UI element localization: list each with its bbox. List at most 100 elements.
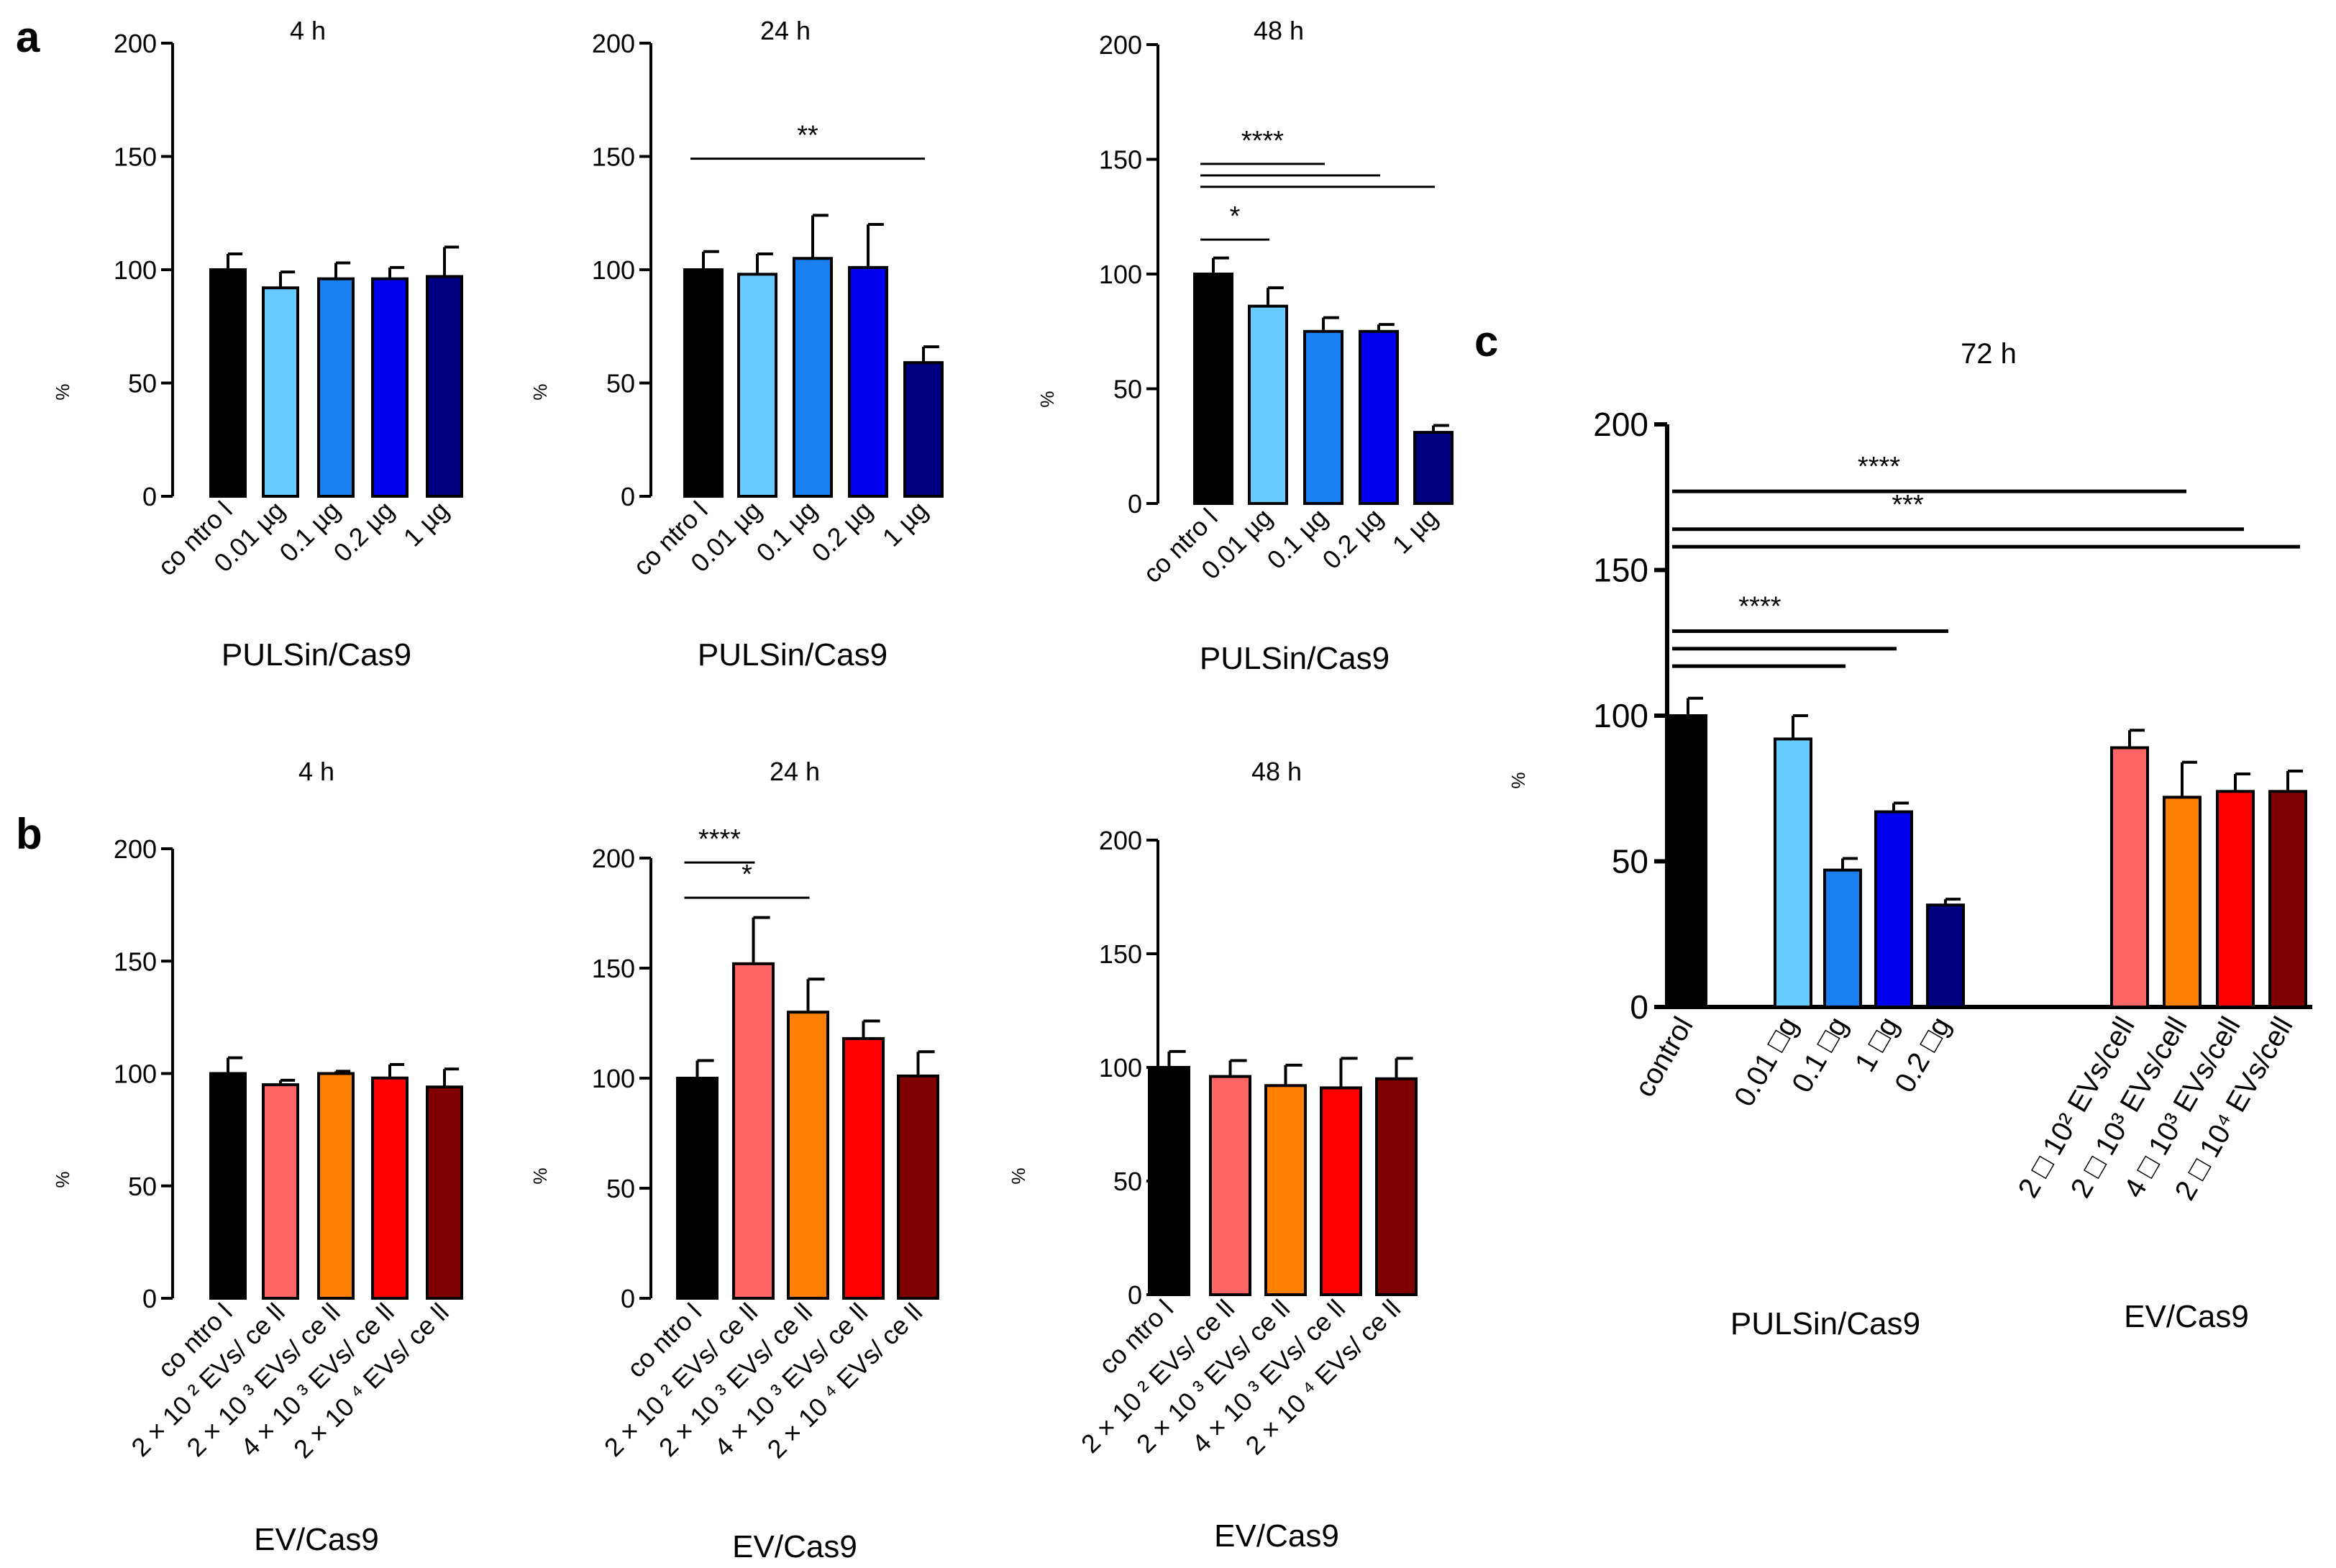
x-axis-title: PULSin/Cas9 [698, 637, 888, 673]
chart-title: 48 h [1251, 757, 1302, 786]
x-tick-label: 0.01 □g [1728, 1012, 1805, 1112]
significance-label: **** [698, 824, 741, 854]
y-tick-label: 0 [621, 482, 635, 511]
bar-3 [842, 1036, 885, 1300]
bar-0 [676, 1077, 718, 1300]
panel-label-a: a [16, 13, 40, 61]
y-axis-label: % [52, 383, 73, 400]
bar-4 [903, 361, 944, 498]
bar-4 [1375, 1077, 1418, 1297]
bar-0 [683, 268, 724, 498]
bar-6 [2163, 796, 2202, 1009]
x-tick-label: 1 µg [877, 496, 934, 552]
x-axis-title: EV/Cas9 [732, 1529, 857, 1564]
y-tick-label: 50 [128, 1172, 157, 1201]
y-tick-label: 150 [592, 954, 635, 983]
panel-label-c: c [1474, 317, 1498, 365]
y-tick-label: 100 [114, 1059, 157, 1089]
bar-0 [209, 268, 247, 498]
x-axis-title: PULSin/Cas9 [222, 637, 411, 673]
bar-1 [1774, 737, 1812, 1009]
bar-4 [1413, 431, 1454, 505]
y-tick-label: 100 [1593, 697, 1648, 734]
panel-label-b: b [16, 810, 42, 858]
bar-3 [1359, 329, 1399, 505]
y-axis-label: % [529, 1167, 551, 1184]
bar-2 [793, 257, 833, 498]
x-axis-title: EV/Cas9 [254, 1522, 379, 1557]
y-axis-label: % [1008, 1167, 1029, 1184]
y-tick-label: 200 [1099, 30, 1142, 60]
bar-3 [371, 277, 409, 498]
y-axis-label: % [52, 1171, 73, 1188]
x-tick-label: 0.1 µg [273, 496, 345, 568]
bar-4 [426, 1085, 463, 1300]
chart-title: 48 h [1254, 16, 1304, 45]
y-tick-label: 150 [114, 142, 157, 172]
bar-0 [209, 1072, 247, 1300]
significance-label: * [742, 860, 752, 890]
y-tick-label: 0 [142, 1284, 157, 1313]
bar-2 [1823, 868, 1862, 1009]
bar-3 [371, 1076, 409, 1300]
y-tick-label: 200 [592, 844, 635, 873]
chart-title: 4 h [298, 757, 334, 786]
bar-0 [1193, 273, 1233, 505]
bar-2 [787, 1011, 829, 1300]
y-tick-label: 150 [1099, 939, 1142, 969]
bar-3 [848, 265, 888, 498]
y-tick-label: 100 [114, 255, 157, 285]
x-tick-label: 0.2 µg [1316, 503, 1388, 575]
bar-0 [1669, 714, 1707, 1008]
bar-3 [1874, 810, 1913, 1009]
y-axis-label: % [1507, 772, 1529, 788]
bar-2 [1264, 1084, 1307, 1297]
y-tick-label: 0 [1128, 489, 1142, 519]
bar-2 [1303, 329, 1343, 505]
x-tick-label: 0.2 µg [806, 496, 877, 568]
y-tick-label: 200 [592, 29, 635, 58]
y-tick-label: 200 [114, 29, 157, 58]
y-tick-label: 50 [1612, 843, 1648, 880]
x-tick-label: 0.2 µg [327, 496, 399, 568]
y-axis-label: % [1036, 391, 1058, 407]
chart-title: 24 h [760, 16, 811, 45]
bar-1 [737, 273, 777, 498]
y-tick-label: 150 [592, 142, 635, 172]
chart-title: 4 h [290, 16, 326, 45]
bar-0 [1148, 1066, 1190, 1296]
bar-4 [1926, 903, 1965, 1008]
significance-label: *** [1892, 490, 1924, 520]
bar-1 [262, 286, 299, 498]
bar-5 [2110, 746, 2149, 1009]
bar-1 [262, 1083, 299, 1300]
group-label: EV/Cas9 [2124, 1299, 2249, 1334]
y-tick-label: 50 [128, 369, 157, 398]
y-tick-label: 150 [1593, 552, 1648, 589]
y-tick-label: 200 [1593, 406, 1648, 443]
x-axis-title: EV/Cas9 [1214, 1518, 1339, 1554]
x-tick-label: 1 µg [1387, 503, 1443, 560]
y-tick-label: 0 [1128, 1280, 1142, 1310]
bar-4 [426, 275, 463, 498]
y-tick-label: 100 [592, 255, 635, 285]
group-label: PULSin/Cas9 [1730, 1306, 1920, 1341]
x-tick-label: 0.1 µg [750, 496, 822, 568]
y-tick-label: 100 [592, 1064, 635, 1093]
y-tick-label: 50 [1113, 1167, 1142, 1196]
y-tick-label: 200 [1099, 826, 1142, 855]
y-tick-label: 150 [1099, 145, 1142, 175]
x-axis-title: PULSin/Cas9 [1200, 641, 1390, 676]
bar-8 [2268, 790, 2307, 1009]
bar-1 [1209, 1075, 1251, 1296]
bar-4 [897, 1074, 939, 1300]
y-tick-label: 100 [1099, 1053, 1142, 1082]
